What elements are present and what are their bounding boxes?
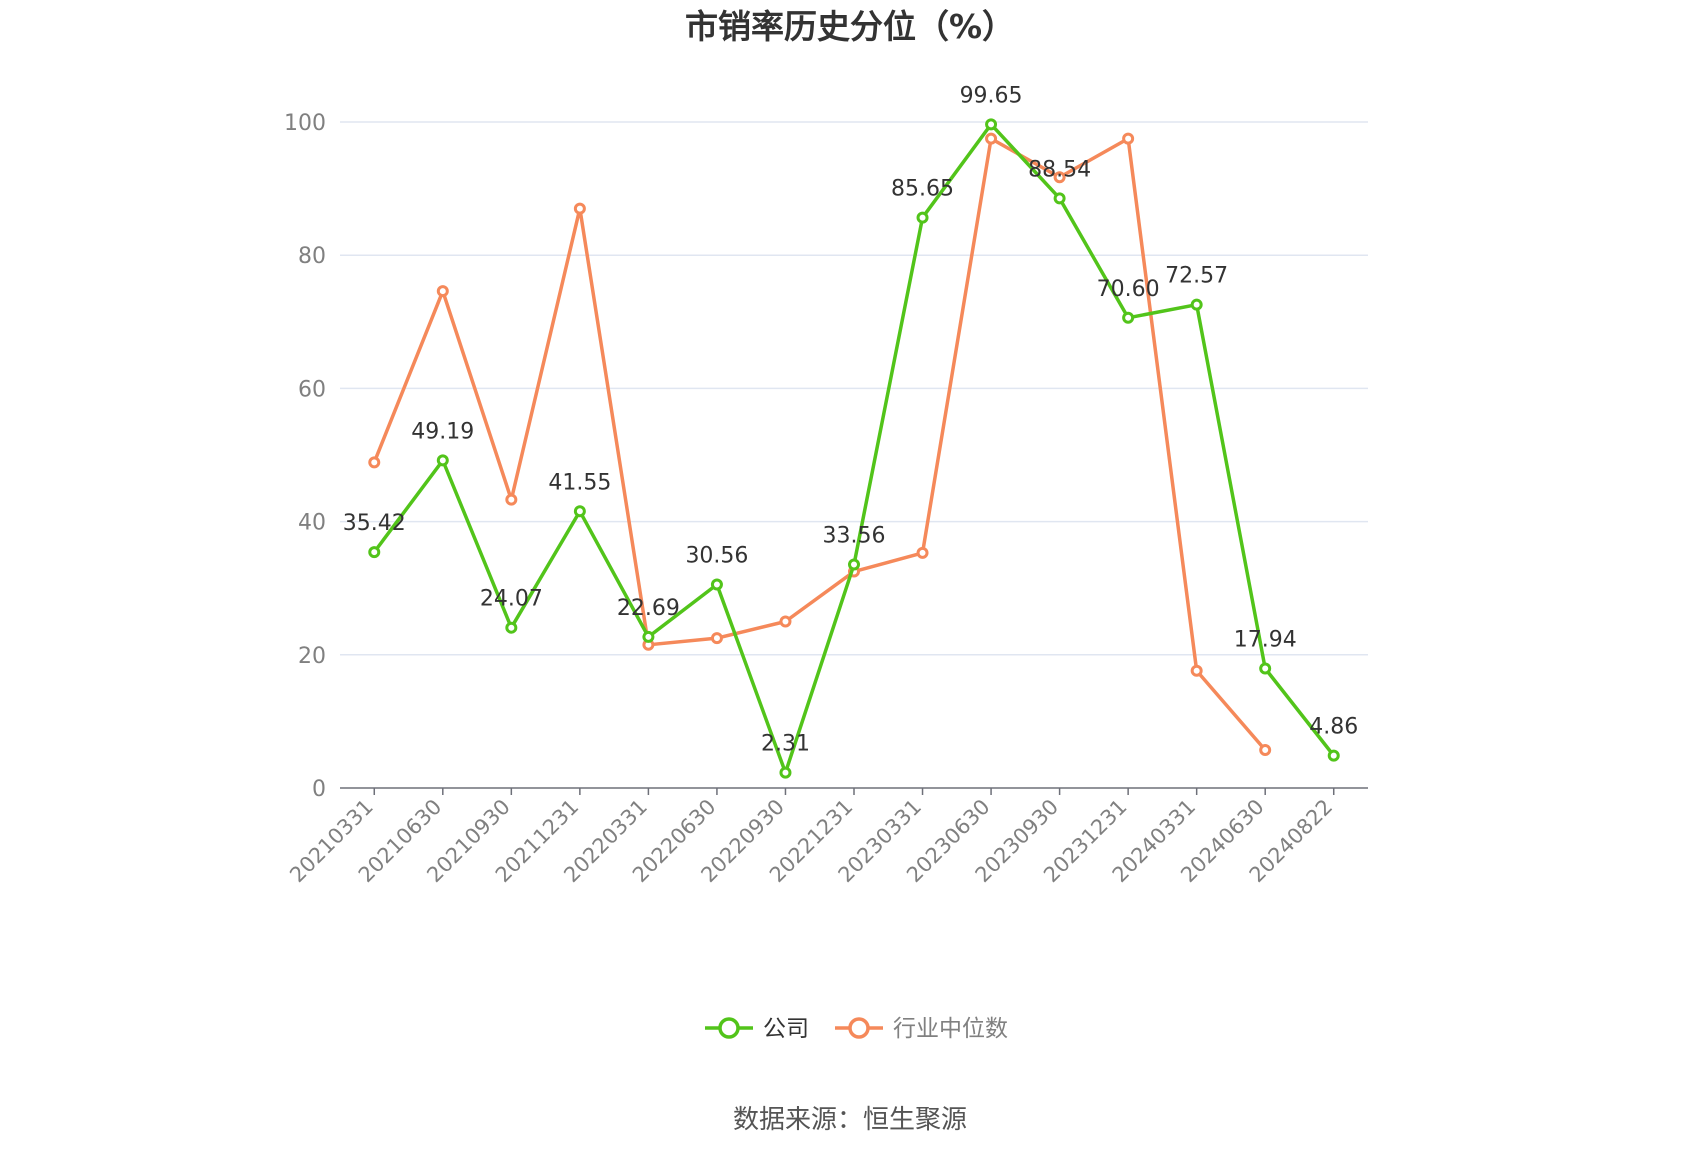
legend-marker xyxy=(718,1017,740,1039)
data-point xyxy=(916,211,929,224)
data-point xyxy=(848,558,860,571)
data-point xyxy=(1053,171,1066,184)
data-point xyxy=(1327,749,1340,762)
y-axis: 0 20 40 60 80 100 xyxy=(284,111,326,802)
data-point xyxy=(985,118,998,131)
data-point xyxy=(642,630,655,643)
data-label: 33.56 xyxy=(823,523,886,548)
data-label: 88.54 xyxy=(1028,157,1091,182)
x-axis: 2021033120210630202109302021123120220331… xyxy=(285,787,1368,887)
data-point xyxy=(436,285,449,298)
y-tick-label: 40 xyxy=(298,511,326,536)
data-point xyxy=(985,132,998,145)
data-point xyxy=(1190,298,1203,311)
series-lines xyxy=(368,118,1340,779)
data-label: 22.69 xyxy=(617,596,680,621)
data-label: 99.65 xyxy=(960,83,1023,108)
legend-marker xyxy=(848,1017,870,1039)
data-point xyxy=(916,546,929,559)
data-labels: 35.42 49.19 24.07 41.55 22.69 30.56 2.31 33.56 8… xyxy=(343,83,1358,756)
data-point xyxy=(573,202,586,215)
data-label: 24.07 xyxy=(480,587,543,612)
data-point xyxy=(1122,311,1135,324)
y-tick-label: 0 xyxy=(312,777,326,802)
data-label: 2.31 xyxy=(761,732,810,757)
chart-title: 市销率历史分位（%） xyxy=(685,7,1015,46)
data-point xyxy=(1190,664,1203,677)
data-point xyxy=(710,632,723,645)
data-point xyxy=(1259,662,1272,675)
data-point xyxy=(573,505,586,518)
data-label: 70.60 xyxy=(1097,277,1160,302)
data-label: 72.57 xyxy=(1165,264,1228,289)
data-point xyxy=(368,546,381,559)
y-tick-label: 60 xyxy=(298,377,326,402)
data-label: 30.56 xyxy=(685,543,748,568)
data-point xyxy=(436,454,449,467)
y-tick-label: 20 xyxy=(298,644,326,669)
series-line-0 xyxy=(372,122,1336,775)
y-tick-label: 80 xyxy=(298,244,326,269)
data-label: 41.55 xyxy=(548,470,611,495)
legend-item[interactable]: 公司 xyxy=(705,1016,809,1042)
data-label: 4.86 xyxy=(1309,715,1358,740)
legend-label: 公司 xyxy=(763,1016,809,1042)
data-label: 17.94 xyxy=(1234,628,1297,653)
data-point xyxy=(505,621,518,634)
grid-lines xyxy=(340,121,1368,656)
series-line-1 xyxy=(372,136,1267,752)
data-point xyxy=(710,578,723,591)
data-point xyxy=(779,615,792,628)
data-source: 数据来源：恒生聚源 xyxy=(733,1105,967,1135)
data-point xyxy=(505,493,518,506)
data-label: 49.19 xyxy=(411,419,474,444)
data-point xyxy=(1053,192,1066,205)
data-label: 35.42 xyxy=(343,511,406,536)
data-label: 85.65 xyxy=(891,177,954,202)
data-point xyxy=(368,456,381,469)
legend[interactable]: 公司 行业中位数 xyxy=(705,1016,1008,1042)
data-point xyxy=(1122,132,1135,145)
data-point xyxy=(779,766,792,779)
data-point xyxy=(1259,744,1272,757)
legend-item[interactable]: 行业中位数 xyxy=(835,1016,1008,1042)
y-tick-label: 100 xyxy=(284,111,326,136)
legend-label: 行业中位数 xyxy=(893,1016,1008,1042)
